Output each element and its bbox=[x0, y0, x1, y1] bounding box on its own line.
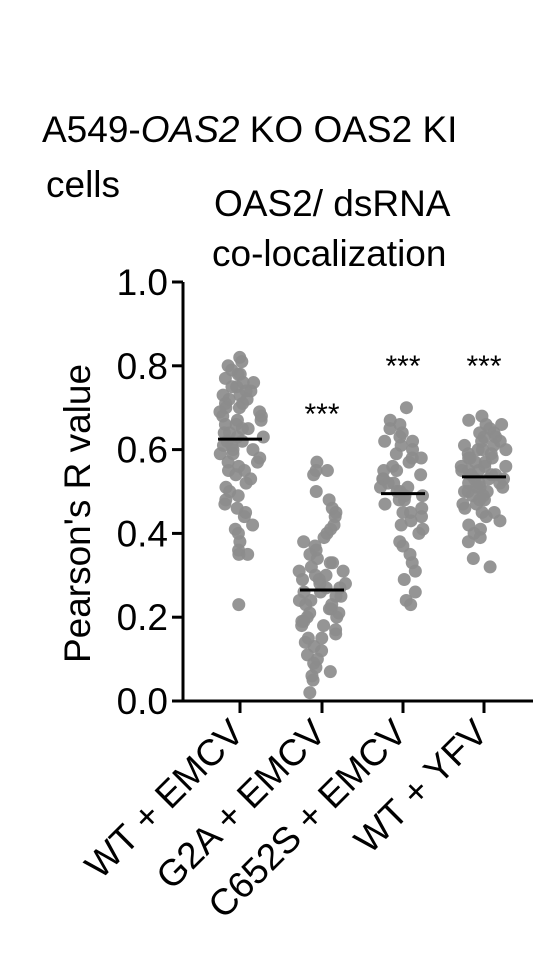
data-point bbox=[412, 526, 426, 540]
data-point bbox=[309, 485, 323, 498]
data-point bbox=[303, 686, 317, 700]
data-point bbox=[404, 514, 418, 528]
axes: 0.0 0.2 0.4 0.6 0.8 1.0 bbox=[117, 262, 533, 722]
data-point bbox=[458, 501, 472, 515]
y-tick-label: 0.4 bbox=[117, 513, 168, 554]
data-point bbox=[461, 535, 475, 549]
data-point bbox=[414, 510, 428, 524]
data-point bbox=[414, 451, 428, 465]
data-point bbox=[317, 531, 331, 545]
data-point bbox=[390, 464, 404, 478]
median-lines bbox=[218, 437, 506, 592]
data-point bbox=[326, 556, 340, 570]
data-point bbox=[241, 422, 255, 436]
data-point bbox=[402, 455, 416, 469]
data-point bbox=[239, 476, 253, 490]
chart-title-line2: co-localization bbox=[212, 233, 447, 274]
data-point bbox=[232, 547, 246, 561]
data-point bbox=[479, 510, 493, 524]
data-point bbox=[396, 505, 410, 519]
data-point bbox=[336, 564, 350, 578]
data-point bbox=[408, 585, 422, 599]
data-point bbox=[330, 610, 344, 624]
figure-title: A549-OAS2 KO OAS2 KI bbox=[42, 108, 457, 152]
data-point bbox=[225, 380, 239, 394]
data-point bbox=[415, 489, 429, 503]
data-point bbox=[399, 401, 413, 415]
data-point bbox=[493, 514, 507, 528]
data-point bbox=[254, 413, 268, 427]
data-point bbox=[496, 480, 510, 494]
data-point bbox=[256, 430, 270, 444]
data-point bbox=[229, 468, 243, 482]
data-point bbox=[232, 401, 246, 415]
data-point bbox=[231, 489, 245, 503]
data-point bbox=[246, 518, 260, 532]
y-tick-label: 0.6 bbox=[117, 430, 168, 471]
y-tick-label: 0.2 bbox=[117, 597, 168, 638]
data-point bbox=[307, 468, 321, 482]
data-point bbox=[499, 459, 513, 473]
y-axis-label: Pearson's R value bbox=[57, 364, 98, 663]
data-point bbox=[232, 598, 246, 612]
data-point bbox=[296, 572, 310, 586]
data-point bbox=[483, 560, 497, 574]
y-tick-label: 0.8 bbox=[117, 346, 168, 387]
data-point bbox=[334, 589, 348, 603]
data-point bbox=[499, 443, 513, 457]
data-point bbox=[235, 355, 249, 369]
significance-markers: *** *** *** bbox=[304, 350, 501, 431]
data-point bbox=[414, 468, 428, 482]
data-point bbox=[408, 564, 422, 578]
y-tick-label: 1.0 bbox=[117, 262, 168, 303]
data-point bbox=[297, 535, 311, 549]
data-point bbox=[462, 413, 476, 427]
data-point bbox=[495, 417, 509, 431]
data-point bbox=[213, 447, 227, 461]
data-point bbox=[404, 598, 418, 612]
y-tick-label: 0.0 bbox=[117, 681, 168, 722]
figure-title-line2: cells bbox=[46, 164, 121, 205]
title-gene-italic: OAS2 bbox=[140, 109, 240, 150]
data-point bbox=[295, 619, 309, 633]
data-point bbox=[315, 631, 329, 645]
data-point bbox=[378, 434, 392, 448]
data-point bbox=[389, 447, 403, 461]
data-point bbox=[374, 480, 388, 494]
data-point bbox=[323, 665, 337, 679]
data-point bbox=[466, 552, 480, 566]
data-point bbox=[306, 673, 320, 687]
data-point bbox=[394, 518, 408, 532]
title-part2: KO OAS2 KI bbox=[239, 109, 458, 150]
data-point bbox=[237, 510, 251, 524]
data-point bbox=[383, 422, 397, 436]
data-point bbox=[250, 455, 264, 469]
data-points bbox=[213, 350, 513, 700]
data-point bbox=[378, 497, 392, 511]
chart-title-line1: OAS2/ dsRNA bbox=[214, 183, 451, 224]
data-point bbox=[329, 627, 343, 641]
significance-stars: *** bbox=[385, 350, 420, 383]
data-point bbox=[397, 572, 411, 586]
data-point bbox=[317, 619, 331, 633]
data-point bbox=[392, 493, 406, 507]
data-point bbox=[320, 464, 334, 478]
significance-stars: *** bbox=[304, 398, 339, 431]
data-point bbox=[218, 497, 232, 511]
significance-stars: *** bbox=[466, 350, 501, 383]
title-part1: A549- bbox=[42, 109, 141, 150]
data-point bbox=[473, 531, 487, 545]
